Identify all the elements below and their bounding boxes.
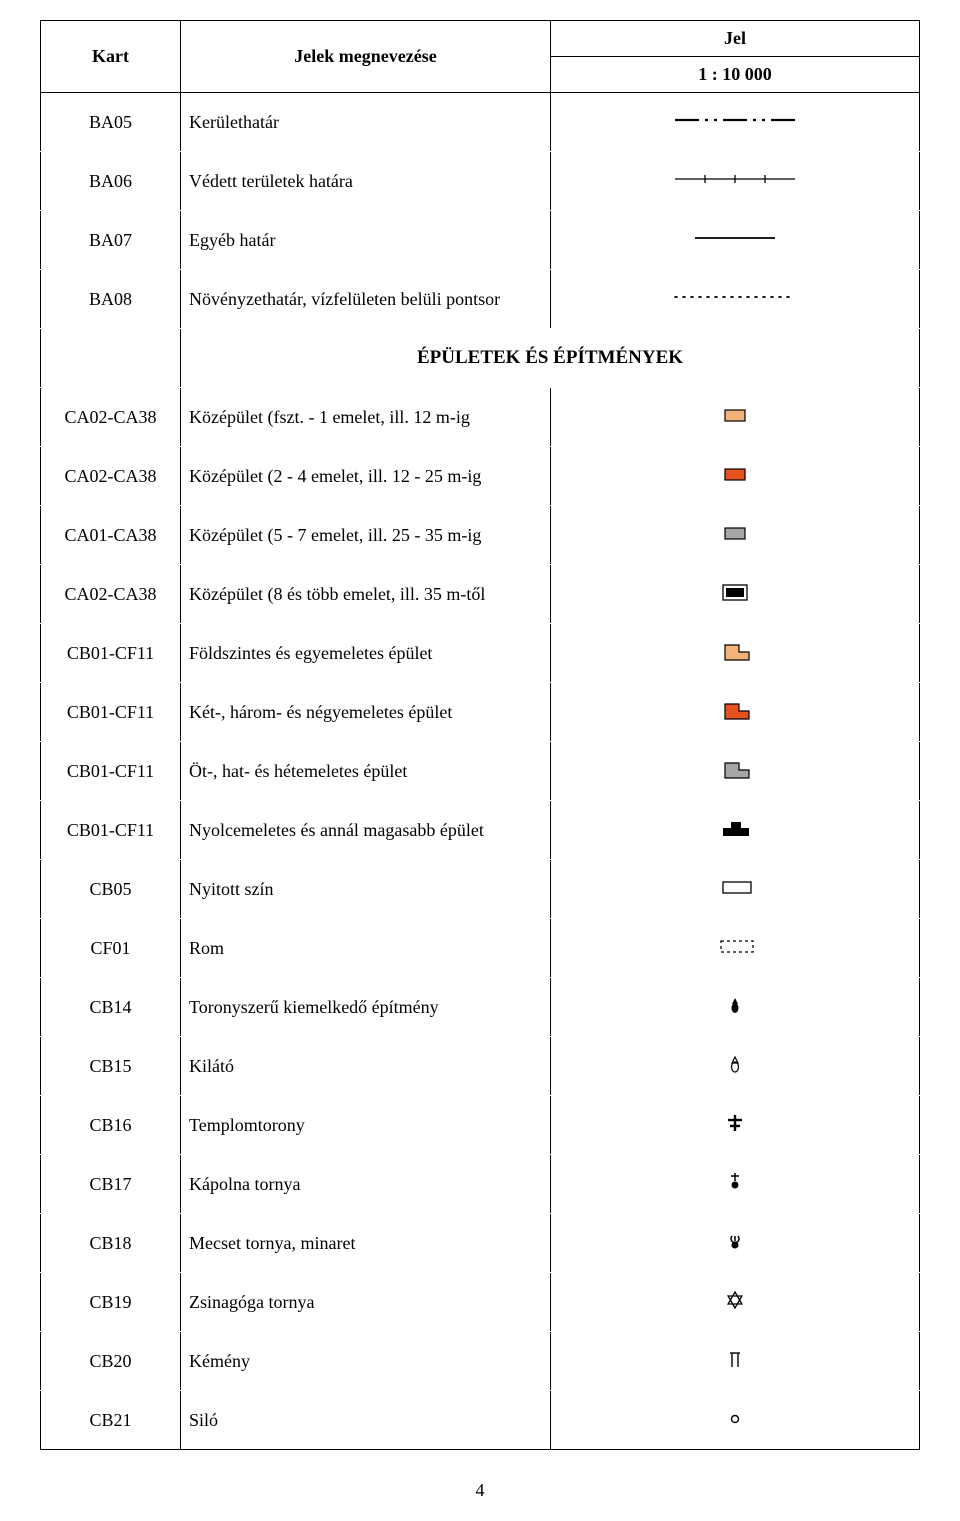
table-row: CA02-CA38Középület (2 - 4 emelet, ill. 1…	[41, 447, 920, 506]
table-row: CA02-CA38Középület (8 és több emelet, il…	[41, 565, 920, 624]
table-row: CB19Zsinagóga tornya	[41, 1273, 920, 1332]
table-row: CB01-CF11Két-, három- és négyemeletes ép…	[41, 683, 920, 742]
row-desc: Mecset tornya, minaret	[181, 1214, 551, 1273]
page: Kart Jelek megnevezése Jel 1 : 10 000 BA…	[0, 0, 960, 1521]
table-row: CB05Nyitott szín	[41, 860, 920, 919]
row-symbol	[551, 388, 920, 447]
row-symbol	[551, 506, 920, 565]
row-kart: BA06	[41, 152, 181, 211]
row-symbol	[551, 742, 920, 801]
row-symbol	[551, 978, 920, 1037]
row-kart: CB01-CF11	[41, 683, 181, 742]
row-symbol	[551, 1037, 920, 1096]
header-jel-top: Jel	[551, 21, 920, 57]
row-desc: Két-, három- és négyemeletes épület	[181, 683, 551, 742]
row-symbol	[551, 565, 920, 624]
row-kart: CA02-CA38	[41, 565, 181, 624]
row-desc: Siló	[181, 1391, 551, 1450]
section-header: ÉPÜLETEK ÉS ÉPÍTMÉNYEK	[181, 329, 920, 388]
table-row: BA05Kerülethatár	[41, 93, 920, 152]
row-desc: Kilátó	[181, 1037, 551, 1096]
row-symbol	[551, 447, 920, 506]
row-symbol	[551, 270, 920, 329]
row-desc: Templomtorony	[181, 1096, 551, 1155]
row-desc: Kémény	[181, 1332, 551, 1391]
legend-table: Kart Jelek megnevezése Jel 1 : 10 000 BA…	[40, 20, 920, 1450]
row-desc: Középület (5 - 7 emelet, ill. 25 - 35 m-…	[181, 506, 551, 565]
table-row: CB20Kémény	[41, 1332, 920, 1391]
table-row: CB01-CF11Földszintes és egyemeletes épül…	[41, 624, 920, 683]
table-row: CF01Rom	[41, 919, 920, 978]
row-kart: CB16	[41, 1096, 181, 1155]
row-symbol	[551, 683, 920, 742]
row-kart: BA05	[41, 93, 181, 152]
table-row: CB21Siló	[41, 1391, 920, 1450]
row-symbol	[551, 1273, 920, 1332]
header-desc: Jelek megnevezése	[181, 21, 551, 93]
row-kart: CB20	[41, 1332, 181, 1391]
row-desc: Középület (fszt. - 1 emelet, ill. 12 m-i…	[181, 388, 551, 447]
row-desc: Egyéb határ	[181, 211, 551, 270]
row-symbol	[551, 1096, 920, 1155]
row-symbol	[551, 211, 920, 270]
row-symbol	[551, 1214, 920, 1273]
section-kart-empty	[41, 329, 181, 388]
row-kart: CB15	[41, 1037, 181, 1096]
table-row: BA07Egyéb határ	[41, 211, 920, 270]
row-symbol	[551, 801, 920, 860]
row-kart: BA08	[41, 270, 181, 329]
table-row: CB01-CF11Nyolcemeletes és annál magasabb…	[41, 801, 920, 860]
row-kart: CA02-CA38	[41, 388, 181, 447]
row-desc: Öt-, hat- és hétemeletes épület	[181, 742, 551, 801]
table-row: CB14Toronyszerű kiemelkedő építmény	[41, 978, 920, 1037]
table-row: BA08Növényzethatár, vízfelületen belüli …	[41, 270, 920, 329]
table-row: CB17Kápolna tornya	[41, 1155, 920, 1214]
table-row: CB18Mecset tornya, minaret	[41, 1214, 920, 1273]
row-desc: Középület (2 - 4 emelet, ill. 12 - 25 m-…	[181, 447, 551, 506]
row-desc: Nyolcemeletes és annál magasabb épület	[181, 801, 551, 860]
page-number: 4	[40, 1480, 920, 1501]
row-desc: Védett területek határa	[181, 152, 551, 211]
header-jel-bot: 1 : 10 000	[551, 57, 920, 93]
row-kart: CA01-CA38	[41, 506, 181, 565]
header-kart: Kart	[41, 21, 181, 93]
table-row: BA06Védett területek határa	[41, 152, 920, 211]
row-symbol	[551, 1155, 920, 1214]
row-desc: Toronyszerű kiemelkedő építmény	[181, 978, 551, 1037]
row-kart: CF01	[41, 919, 181, 978]
row-kart: CB14	[41, 978, 181, 1037]
row-kart: CB21	[41, 1391, 181, 1450]
row-desc: Kápolna tornya	[181, 1155, 551, 1214]
row-kart: CB01-CF11	[41, 742, 181, 801]
row-symbol	[551, 919, 920, 978]
table-row: CB15Kilátó	[41, 1037, 920, 1096]
table-row: CB01-CF11Öt-, hat- és hétemeletes épület	[41, 742, 920, 801]
row-desc: Kerülethatár	[181, 93, 551, 152]
table-row: CA01-CA38Középület (5 - 7 emelet, ill. 2…	[41, 506, 920, 565]
row-desc: Földszintes és egyemeletes épület	[181, 624, 551, 683]
row-kart: CB17	[41, 1155, 181, 1214]
row-desc: Középület (8 és több emelet, ill. 35 m-t…	[181, 565, 551, 624]
table-row: CA02-CA38Középület (fszt. - 1 emelet, il…	[41, 388, 920, 447]
table-row: CB16Templomtorony	[41, 1096, 920, 1155]
row-kart: CB01-CF11	[41, 801, 181, 860]
row-desc: Rom	[181, 919, 551, 978]
row-desc: Nyitott szín	[181, 860, 551, 919]
row-kart: CB01-CF11	[41, 624, 181, 683]
row-desc: Zsinagóga tornya	[181, 1273, 551, 1332]
row-kart: CB19	[41, 1273, 181, 1332]
row-symbol	[551, 152, 920, 211]
row-desc: Növényzethatár, vízfelületen belüli pont…	[181, 270, 551, 329]
row-kart: CA02-CA38	[41, 447, 181, 506]
row-kart: CB18	[41, 1214, 181, 1273]
row-symbol	[551, 1391, 920, 1450]
row-symbol	[551, 624, 920, 683]
row-kart: BA07	[41, 211, 181, 270]
row-kart: CB05	[41, 860, 181, 919]
row-symbol	[551, 1332, 920, 1391]
row-symbol	[551, 860, 920, 919]
row-symbol	[551, 93, 920, 152]
